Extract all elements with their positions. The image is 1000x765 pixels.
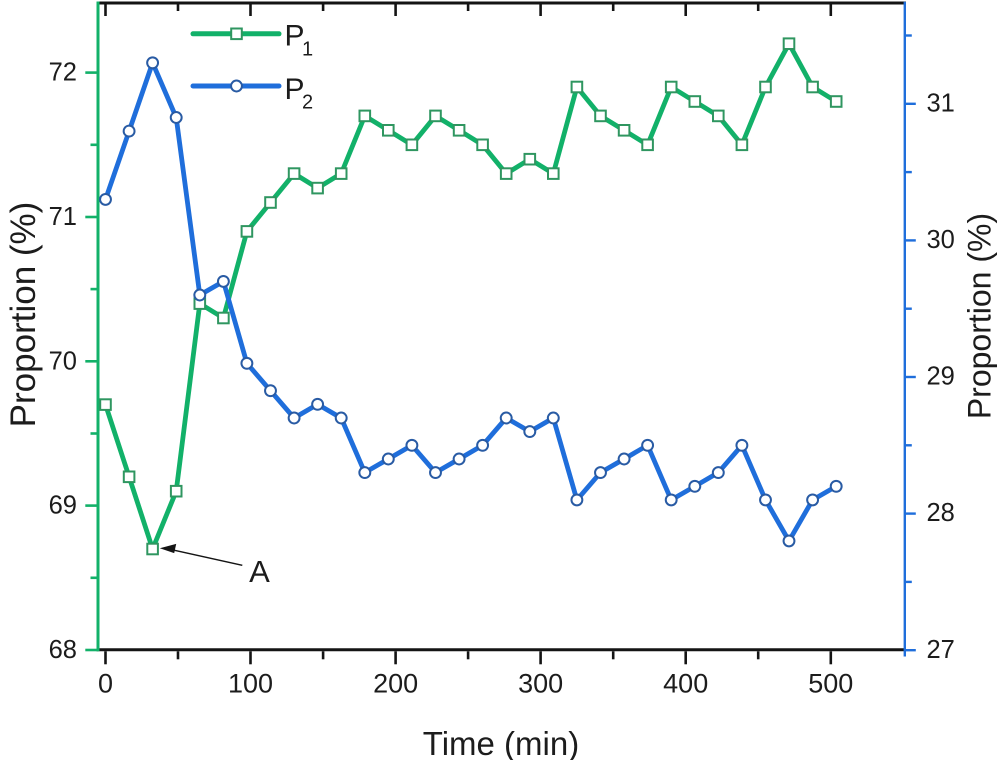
- svg-text:1: 1: [302, 39, 313, 61]
- svg-text:69: 69: [49, 492, 77, 520]
- svg-text:29: 29: [927, 363, 955, 391]
- svg-text:Proportion (%): Proportion (%): [962, 213, 998, 419]
- svg-text:200: 200: [373, 669, 418, 699]
- svg-text:30: 30: [927, 226, 955, 254]
- svg-text:70: 70: [49, 347, 77, 375]
- svg-text:28: 28: [927, 499, 955, 527]
- svg-text:100: 100: [228, 669, 273, 699]
- svg-text:A: A: [249, 554, 270, 589]
- svg-text:P: P: [285, 73, 305, 106]
- svg-text:68: 68: [49, 636, 77, 664]
- svg-text:300: 300: [518, 669, 563, 699]
- svg-text:31: 31: [927, 89, 955, 117]
- svg-text:P: P: [285, 20, 305, 53]
- svg-text:0: 0: [98, 669, 113, 699]
- svg-text:72: 72: [49, 59, 77, 87]
- svg-text:400: 400: [663, 669, 708, 699]
- svg-text:27: 27: [927, 636, 955, 664]
- svg-text:71: 71: [49, 203, 77, 231]
- svg-text:Proportion (%): Proportion (%): [4, 202, 43, 428]
- svg-text:500: 500: [808, 669, 853, 699]
- svg-text:2: 2: [302, 92, 313, 114]
- svg-text:Time (min): Time (min): [423, 725, 579, 760]
